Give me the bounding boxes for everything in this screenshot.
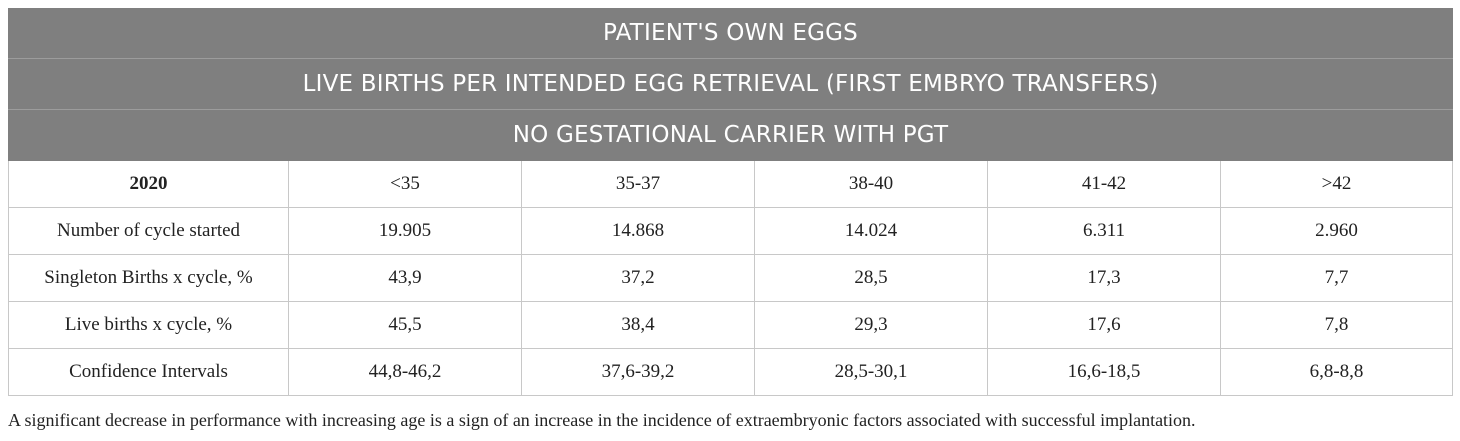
title-row: NO GESTATIONAL CARRIER WITH PGT <box>7 109 1454 161</box>
table-cell: 44,8-46,2 <box>288 348 522 396</box>
header-cell-year: 2020 <box>8 160 289 208</box>
table-title-primary: PATIENT'S OWN EGGS <box>7 8 1454 59</box>
table-footnote: A significant decrease in performance wi… <box>8 410 1196 430</box>
table-cell: 6.311 <box>987 207 1221 255</box>
header-row: 2020 <35 35-37 38-40 41-42 >42 <box>8 160 1454 208</box>
row-label: Confidence Intervals <box>8 348 289 396</box>
title-row: LIVE BIRTHS PER INTENDED EGG RETRIEVAL (… <box>7 58 1454 110</box>
table-cell: 43,9 <box>288 254 522 302</box>
table-cell: 45,5 <box>288 301 522 349</box>
table-cell: 28,5 <box>754 254 988 302</box>
table-cell: 17,3 <box>987 254 1221 302</box>
table-cell: 7,7 <box>1219 254 1454 302</box>
header-cell: 41-42 <box>987 160 1221 208</box>
table-cell: 29,3 <box>754 301 988 349</box>
table-title-tertiary: NO GESTATIONAL CARRIER WITH PGT <box>7 109 1454 161</box>
table-cell: 6,8-8,8 <box>1219 348 1454 396</box>
title-row: PATIENT'S OWN EGGS <box>7 8 1454 59</box>
row-label: Live births x cycle, % <box>8 301 289 349</box>
table-cell: 28,5-30,1 <box>754 348 988 396</box>
table-cell: 14.868 <box>521 207 755 255</box>
header-cell: >42 <box>1219 160 1454 208</box>
header-cell: 38-40 <box>754 160 988 208</box>
results-table: PATIENT'S OWN EGGS LIVE BIRTHS PER INTEN… <box>7 8 1454 396</box>
row-label: Number of cycle started <box>8 207 289 255</box>
data-table-container: PATIENT'S OWN EGGS LIVE BIRTHS PER INTEN… <box>7 8 1454 396</box>
table-cell: 14.024 <box>754 207 988 255</box>
table-row: Singleton Births x cycle, % 43,9 37,2 28… <box>8 254 1454 302</box>
table-row: Number of cycle started 19.905 14.868 14… <box>8 207 1454 255</box>
table-cell: 2.960 <box>1219 207 1454 255</box>
table-cell: 38,4 <box>521 301 755 349</box>
header-cell: 35-37 <box>521 160 755 208</box>
table-cell: 37,2 <box>521 254 755 302</box>
row-label: Singleton Births x cycle, % <box>8 254 289 302</box>
table-row: Live births x cycle, % 45,5 38,4 29,3 17… <box>8 301 1454 349</box>
table-row: Confidence Intervals 44,8-46,2 37,6-39,2… <box>8 348 1454 396</box>
table-cell: 37,6-39,2 <box>521 348 755 396</box>
header-cell: <35 <box>288 160 522 208</box>
table-title-secondary: LIVE BIRTHS PER INTENDED EGG RETRIEVAL (… <box>7 58 1454 110</box>
table-cell: 16,6-18,5 <box>987 348 1221 396</box>
table-cell: 7,8 <box>1219 301 1454 349</box>
table-cell: 17,6 <box>987 301 1221 349</box>
table-cell: 19.905 <box>288 207 522 255</box>
